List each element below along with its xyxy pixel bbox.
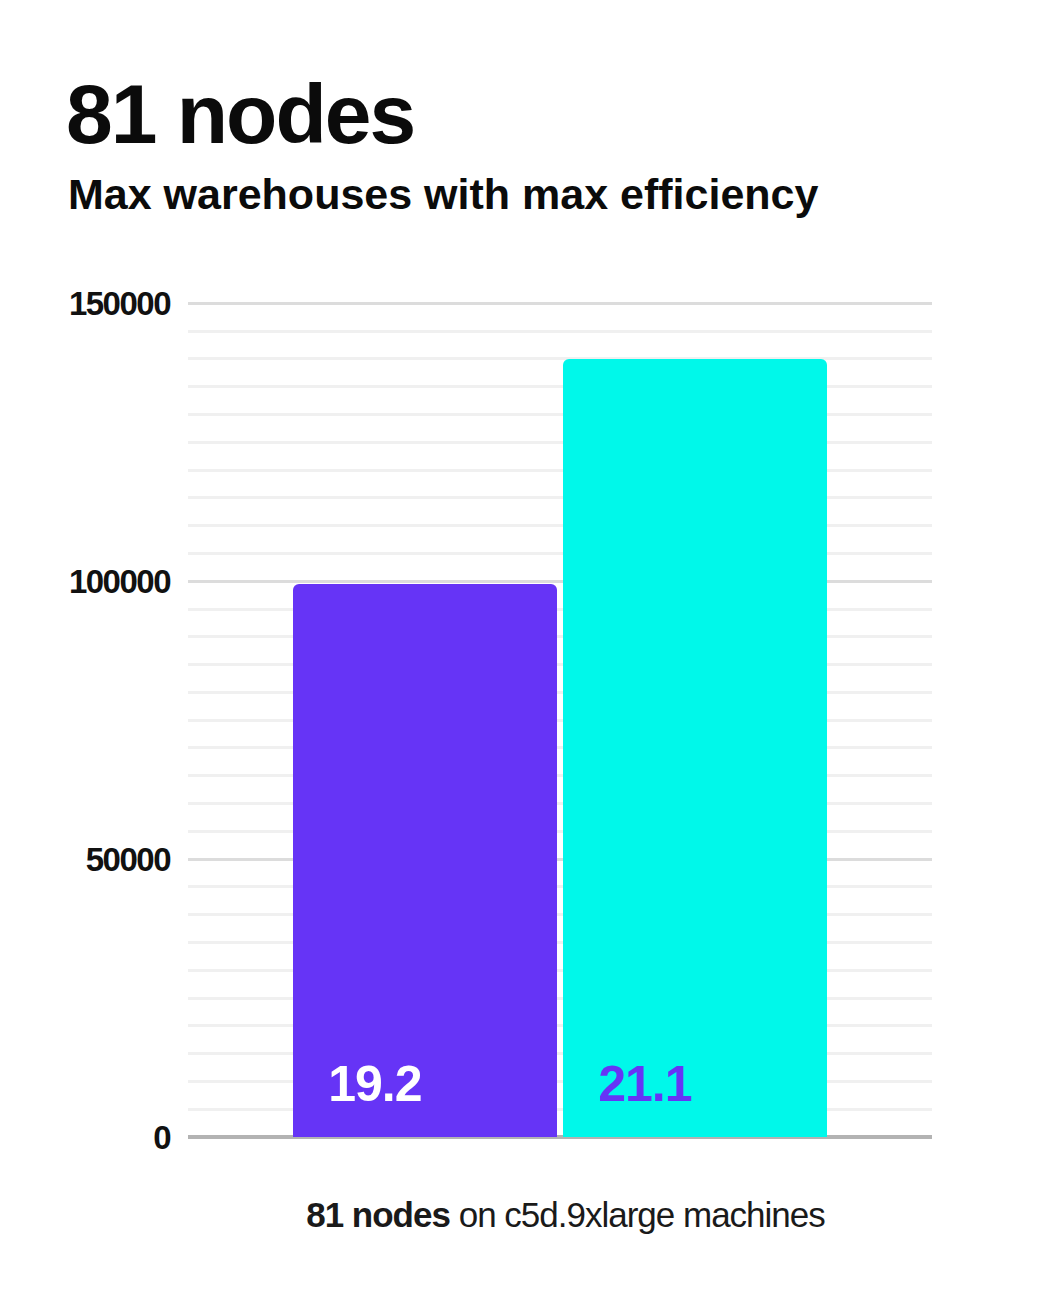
chart-caption: 81 nodes on c5d.9xlarge machines bbox=[56, 1197, 1019, 1232]
bar-19.2: 19.2 bbox=[293, 584, 557, 1137]
caption-rest: on c5d.9xlarge machines bbox=[450, 1195, 825, 1234]
caption-bold: 81 nodes bbox=[306, 1195, 450, 1234]
bar-value-label: 19.2 bbox=[328, 1059, 421, 1109]
y-axis-tick-label: 50000 bbox=[40, 843, 170, 876]
minor-gridline bbox=[188, 330, 932, 333]
y-axis-tick-label: 0 bbox=[40, 1121, 170, 1154]
bar-value-label: 21.1 bbox=[598, 1059, 691, 1109]
chart-card: 81 nodes Max warehouses with max efficie… bbox=[0, 0, 1019, 1299]
major-gridline bbox=[188, 302, 932, 305]
bar-21.1: 21.1 bbox=[563, 359, 827, 1137]
bar-chart: 0 50000 100000 150000 19.2 21.1 bbox=[0, 0, 1019, 1299]
y-axis-tick-label: 150000 bbox=[40, 287, 170, 320]
y-axis-tick-label: 100000 bbox=[40, 565, 170, 598]
